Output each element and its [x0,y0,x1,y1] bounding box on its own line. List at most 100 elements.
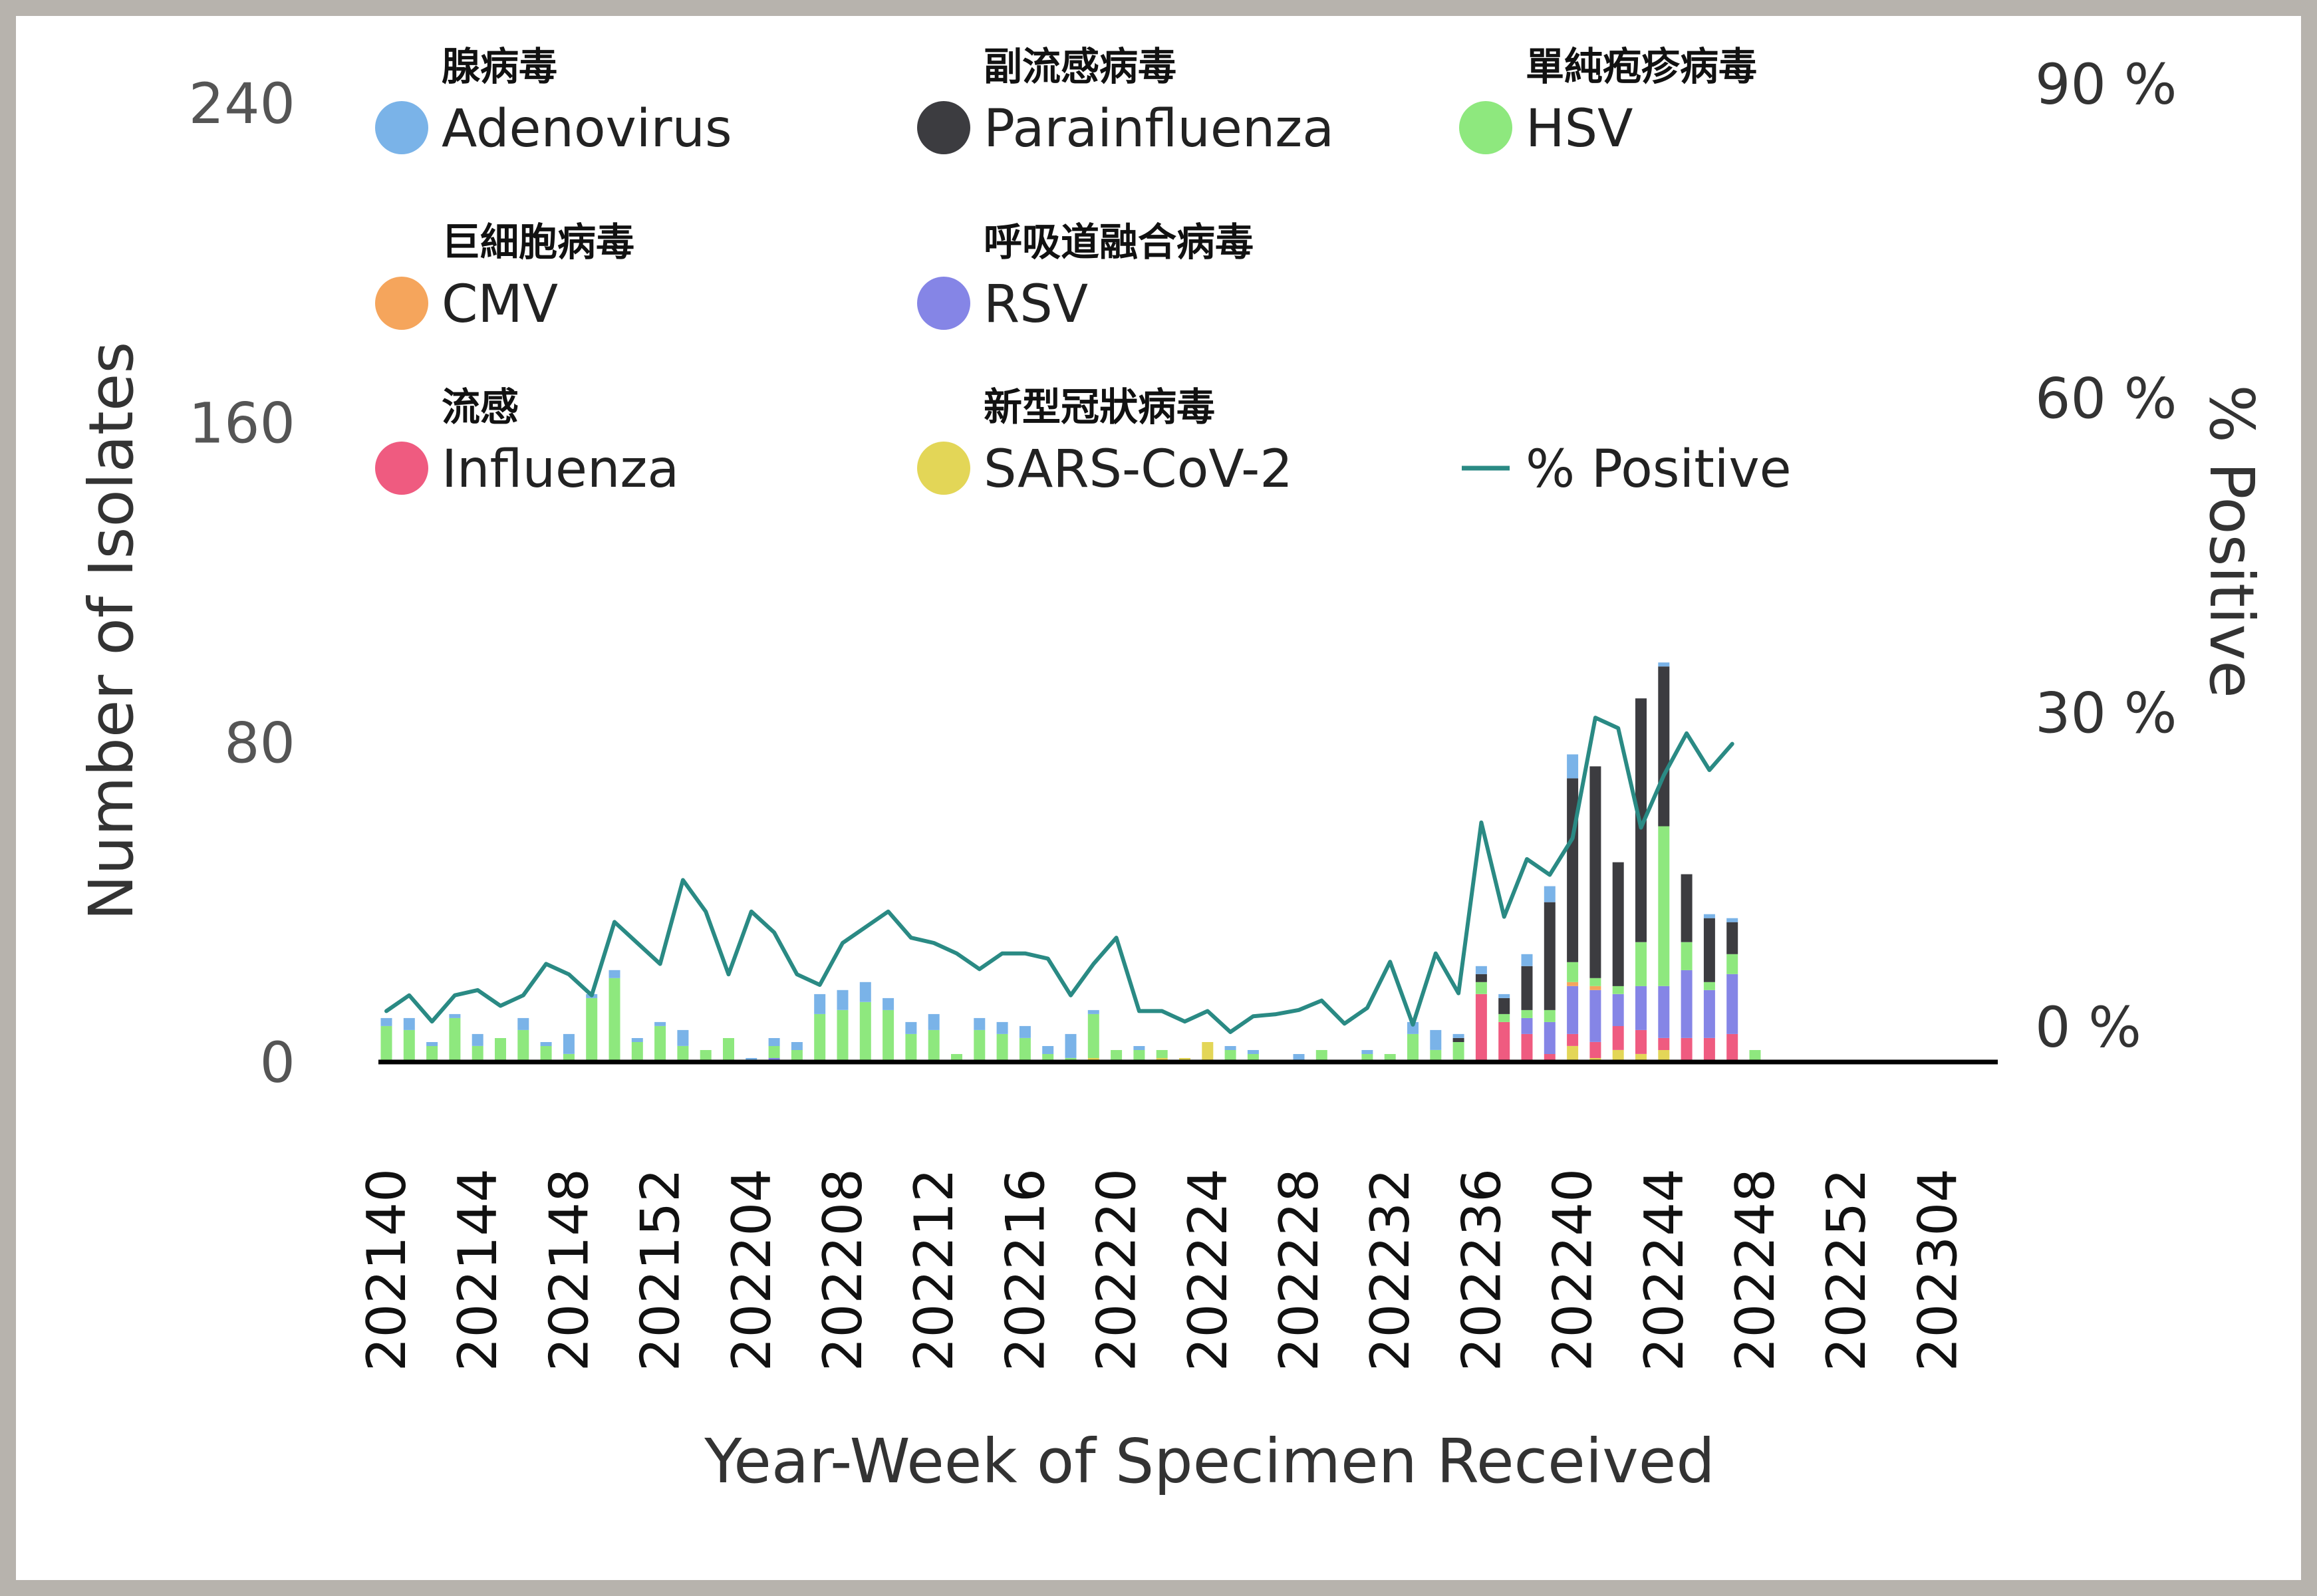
bar-adenovirus-202147 [540,1042,552,1046]
legend-item-rsv: 呼吸道融合病毒 RSV [917,219,1254,334]
bar-adenovirus-202237 [1498,994,1510,998]
bar-hsv-202234 [1430,1050,1442,1062]
x-tick-label: 202252 [1816,1168,1877,1371]
bar-parainfluenza-202247 [1726,922,1738,954]
line-layer [384,716,1734,1034]
bar-adenovirus-202231 [1361,1050,1373,1054]
bar-influenza-202236 [1475,994,1487,1062]
bar-rsv-202239 [1544,1021,1556,1054]
bar-adenovirus-202142 [426,1042,438,1046]
bar-adenovirus-202247 [1726,918,1738,922]
x-tick-label: 202144 [447,1168,509,1371]
bar-hsv-202146 [517,1029,529,1062]
legend-label-zh: 流感 [442,384,519,430]
legend-label-en: CMV [442,275,558,334]
legend-item-hsv: 單純疱疹病毒 HSV [1459,44,1757,159]
bar-adenovirus-202217 [1042,1046,1054,1054]
x-tick-label: 202304 [1907,1168,1969,1371]
y2-tick-label: 90 % [2035,52,2177,117]
bar-adenovirus-202141 [403,1017,415,1030]
bar-parainfluenza-202241 [1589,766,1601,978]
y2-axis-ticks: 0 % 30 % 60 % 90 % [2035,52,2177,1060]
bar-influenza-202242 [1612,1025,1624,1050]
bar-hsv-202241 [1589,978,1601,986]
bar-hsv-202142 [426,1046,438,1062]
bar-hsv-202207 [814,1013,826,1062]
y-tick-label: 160 [189,391,295,456]
bar-hsv-202152 [654,1025,666,1062]
bar-hsv-202243 [1635,942,1647,986]
bar-hsv-202202 [700,1050,712,1062]
bar-adenovirus-202215 [996,1021,1008,1034]
bar-hsv-202215 [996,1033,1008,1062]
bar-hsv-202247 [1726,954,1738,974]
bar-parainfluenza-202238 [1521,966,1533,1010]
legend-item-cmv: 巨細胞病毒 CMV [375,219,634,334]
legend: 腺病毒 Adenovirus 副流感病毒 Parainfluenza 單純疱疹病毒 HSV… [375,44,1792,499]
bar-hsv-202236 [1475,982,1487,994]
legend-marker [375,101,428,154]
bar-adenovirus-202209 [859,982,871,1002]
bar-hsv-202141 [403,1029,415,1062]
bar-adenovirus-202214 [974,1017,986,1030]
bar-parainfluenza-202235 [1452,1038,1464,1042]
bar-adenovirus-202238 [1521,954,1533,966]
bar-hsv-202150 [609,978,620,1062]
bar-hsv-202205 [768,1046,780,1058]
y-axis-title: Number of Isolates [76,342,147,921]
bar-hsv-202149 [586,998,598,1062]
bar-hsv-202209 [859,1001,871,1062]
bar-adenovirus-202208 [837,990,849,1010]
bar-adenovirus-202144 [472,1033,483,1046]
x-tick-label: 202248 [1724,1168,1786,1371]
bar-adenovirus-202151 [631,1038,643,1042]
bar-adenovirus-202148 [563,1033,575,1054]
bar-hsv-202203 [723,1038,734,1062]
legend-marker [375,277,428,330]
bar-adenovirus-202152 [654,1021,666,1026]
legend-marker [1459,101,1512,154]
x-axis-title: Year-Week of Specimen Received [704,1426,1714,1497]
legend-label-en: % Positive [1526,440,1792,499]
bar-hsv-202240 [1567,962,1579,982]
bar-hsv-202233 [1407,1033,1419,1062]
bar-rsv-202241 [1589,990,1601,1042]
bar-parainfluenza-202244 [1658,666,1670,827]
x-tick-label: 202224 [1177,1168,1239,1371]
bar-parainfluenza-202245 [1681,874,1693,942]
legend-label-zh: 新型冠狀病毒 [984,384,1215,430]
bar-adenovirus-202218 [1065,1033,1077,1058]
bar-influenza-202241 [1589,1042,1601,1058]
legend-label-zh: 呼吸道融合病毒 [984,219,1254,265]
bar-parainfluenza-202240 [1567,778,1579,962]
x-tick-label: 202220 [1086,1168,1148,1371]
y2-axis-title: % Positive [2196,384,2267,698]
bar-adenovirus-202233 [1407,1021,1419,1034]
y-tick-label: 240 [189,71,295,136]
x-tick-label: 202148 [538,1168,600,1371]
bar-hsv-202238 [1521,1009,1533,1018]
bar-adenovirus-202143 [449,1013,461,1018]
bar-adenovirus-202244 [1658,662,1670,667]
legend-item-sars-cov-2: 新型冠狀病毒 SARS-CoV-2 [917,384,1293,499]
bar-hsv-202248 [1749,1050,1761,1062]
bar-sars-cov-2-202224 [1202,1042,1214,1062]
bar-adenovirus-202212 [928,1013,940,1030]
y-tick-label: 0 [260,1030,295,1095]
bar-hsv-202143 [449,1017,461,1062]
bar-influenza-202237 [1498,1021,1510,1062]
bar-sars-cov-2-202240 [1567,1046,1579,1062]
bar-hsv-202225 [1224,1050,1236,1062]
bar-parainfluenza-202237 [1498,998,1510,1014]
bar-influenza-202243 [1635,1029,1647,1054]
bar-hsv-202216 [1019,1038,1031,1062]
x-tick-label: 202140 [356,1168,418,1371]
bar-rsv-202242 [1612,994,1624,1026]
legend-item-adenovirus: 腺病毒 Adenovirus [375,44,732,159]
bar-rsv-202243 [1635,986,1647,1030]
bar-hsv-202237 [1498,1013,1510,1022]
bar-adenovirus-202246 [1703,914,1715,918]
bar-hsv-202242 [1612,986,1624,994]
x-tick-label: 202152 [630,1168,692,1371]
bar-adenovirus-202226 [1247,1050,1259,1054]
